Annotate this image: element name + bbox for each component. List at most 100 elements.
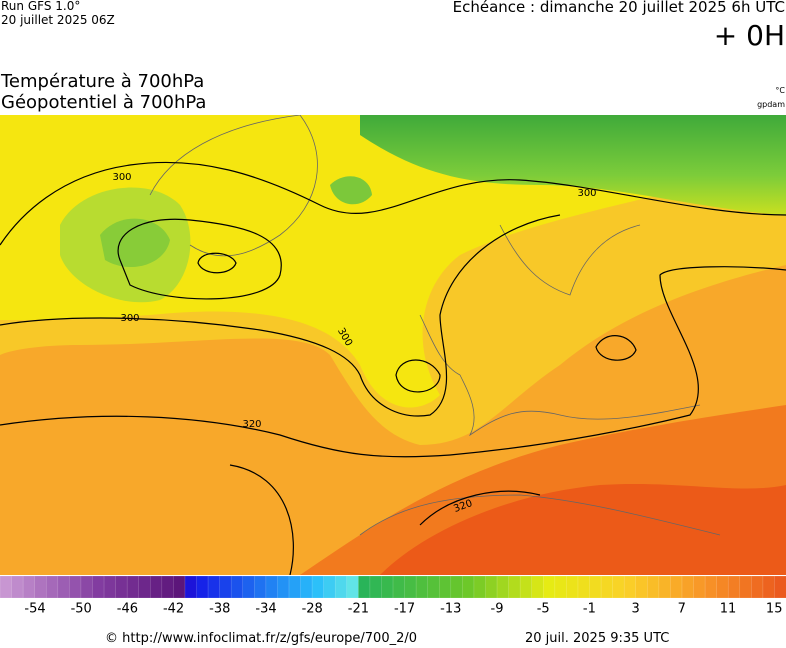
legend-cell [647,576,660,599]
contour-label: 300 [120,313,139,324]
legend-cell [207,576,221,599]
legend-cell [589,576,602,599]
contour-label: 320 [242,419,261,430]
legend-cell [462,576,475,599]
field-green-spot [330,176,372,205]
legend-cell [80,576,94,599]
legend-cell [762,576,776,599]
legend-cell [623,576,637,599]
legend-cell [693,576,706,599]
run-date: 20 juillet 2025 06Z [1,13,115,27]
source-link: © http://www.infoclimat.fr/z/gfs/europe/… [105,631,418,646]
legend-cell [45,576,59,599]
field-yellow [0,115,700,408]
legend-cell [496,576,510,599]
legend-cell [300,576,313,599]
legend-cell [774,576,786,599]
legend-cell [242,576,256,599]
legend-cell [254,576,267,599]
legend-tick-label: -34 [255,602,276,617]
legend-tick-label: -46 [117,602,138,617]
legend-tick-label: -21 [348,602,369,617]
legend-cell [34,576,47,599]
legend-cell [173,576,186,599]
title-temperature: Température à 700hPa [1,71,205,92]
legend-cell [473,576,487,599]
legend-tick-label: -13 [440,602,461,617]
legend-cell [415,576,429,599]
legend-cell [369,576,383,599]
field-green-core [100,218,170,268]
contour-low-core [197,252,237,274]
contour [0,266,786,458]
contour-low [117,218,282,300]
contours [0,161,786,575]
run-label: Run GFS 1.0° [1,0,81,13]
legend-cell [358,576,371,599]
africa-coast [359,494,721,536]
legend-cell [311,576,325,599]
legend-cell [508,576,521,599]
legend-cell [334,576,348,599]
legend-cell [288,576,302,599]
legend-tick-label: -9 [491,602,504,617]
legend-cell [427,576,440,599]
timestamp: 20 juil. 2025 9:35 UTC [525,631,670,646]
legend: -54 -50 -46 -42 -38 -34 -28 -21 -17 -13 -9 -5 -1 3 7 11… [0,576,786,617]
legend-cell [69,576,82,599]
legend-cell [543,576,556,599]
legend-cell [230,576,244,599]
legend-tick-label: -17 [394,602,415,617]
lead-time: + 0H [713,19,785,52]
legend-cell [404,576,417,599]
contour [419,490,541,526]
legend-cell [0,576,13,599]
legend-cell [716,576,729,599]
contour-label-group: 300 [120,313,139,324]
legend-cell [392,576,406,599]
contour [229,464,294,575]
legend-cell [739,576,753,599]
legend-cell [57,576,71,599]
greenland-coast [149,115,318,257]
legend-cell [600,576,614,599]
legend-cell [219,576,232,599]
contour-label: 300 [112,172,131,183]
legend-cell [92,576,105,599]
legend-cell [184,576,198,599]
legend-tick-label: -28 [302,602,323,617]
legend-cell [438,576,452,599]
contour-label: 300 [577,188,596,199]
legend-cell [635,576,649,599]
unit-temperature: °C [775,86,785,95]
contour-label-group: 300 [112,172,131,183]
legend-cell [554,576,568,599]
legend-cell [681,576,695,599]
legend-cell [323,576,336,599]
legend-tick-label: 3 [631,602,639,617]
legend-cell [346,576,360,599]
scandinavia-coast [499,224,641,296]
field-green-north [360,115,786,215]
contour [0,161,786,246]
legend-cell [126,576,140,599]
contour-label-group: 300 [577,188,596,199]
legend-cell [265,576,279,599]
legend-cell [704,576,718,599]
coastlines [149,115,721,536]
legend-cell [150,576,163,599]
europe-coast [419,314,701,437]
contour-low-uk [395,359,441,393]
legend-cell [566,576,579,599]
contour-low-europe [595,335,637,361]
legend-cell [519,576,533,599]
legend-tick-label: -54 [24,602,45,617]
legend-tick-label: 7 [678,602,686,617]
contour-label-group: 320 [242,419,261,430]
legend-cell [11,576,24,599]
echeance: Echéance : dimanche 20 juillet 2025 6h U… [452,0,785,16]
title-geopotential: Géopotentiel à 700hPa [1,92,207,113]
legend-tick-label: 11 [720,602,737,617]
